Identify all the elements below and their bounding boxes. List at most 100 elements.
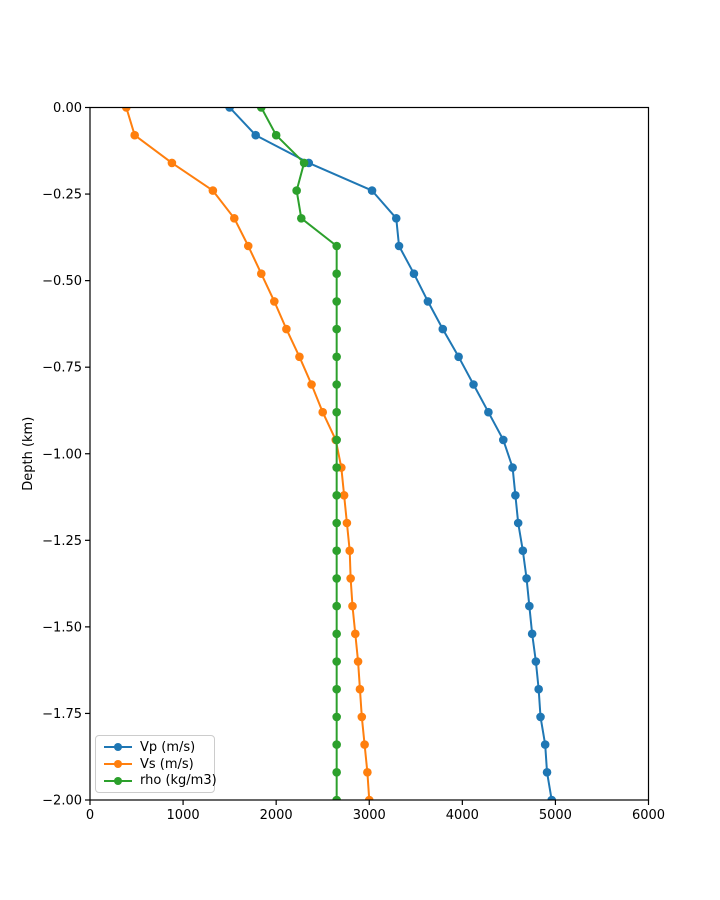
- series-marker: [332, 657, 341, 666]
- series-marker: [525, 601, 534, 611]
- series-marker: [332, 407, 341, 417]
- series-marker: [332, 768, 341, 777]
- series-marker: [225, 107, 234, 112]
- series-marker: [511, 491, 520, 500]
- series-marker: [332, 463, 341, 472]
- series-marker: [332, 574, 341, 583]
- series-marker: [534, 684, 543, 694]
- y-tick-label: −0.75: [42, 361, 82, 376]
- legend-item-vp: Vp (m/s): [104, 739, 208, 756]
- x-tick-label: 2000: [260, 808, 293, 823]
- series-marker: [346, 574, 355, 583]
- series-marker: [295, 352, 304, 362]
- y-axis-label: Depth (km): [21, 417, 36, 491]
- vp-line-marker-icon: [104, 743, 132, 752]
- series-marker: [296, 214, 306, 223]
- series-marker: [299, 158, 309, 168]
- series-marker: [498, 435, 508, 445]
- series-marker: [229, 214, 239, 223]
- y-tick-label: −1.50: [42, 620, 82, 635]
- series-marker: [345, 546, 355, 555]
- legend-item-vs: Vs (m/s): [104, 756, 208, 773]
- series-marker: [540, 740, 550, 749]
- series-marker: [409, 269, 419, 279]
- y-tick-label: −0.50: [42, 274, 82, 289]
- series-marker: [438, 324, 448, 334]
- series-marker: [342, 518, 352, 528]
- series-marker: [513, 518, 523, 528]
- series-marker: [360, 740, 369, 749]
- series-marker: [208, 186, 218, 195]
- series-marker: [167, 158, 177, 168]
- series-line: [125, 107, 371, 800]
- series-marker: [364, 795, 374, 800]
- series-marker: [256, 269, 266, 279]
- series-marker: [332, 740, 341, 749]
- series-marker: [363, 768, 372, 777]
- series-marker: [122, 107, 131, 112]
- vs-line-marker-icon: [104, 760, 132, 768]
- series-marker: [394, 241, 404, 251]
- series-marker: [332, 795, 341, 800]
- series-marker: [353, 657, 363, 666]
- series-marker: [508, 463, 517, 472]
- series-marker: [332, 435, 341, 445]
- series-marker: [332, 491, 341, 500]
- series-marker: [332, 324, 341, 334]
- series-marker: [251, 130, 260, 140]
- series-marker: [332, 380, 341, 389]
- legend: Vp (m/s) Vs (m/s) rho (kg/m3): [95, 735, 217, 793]
- axes-box: [89, 106, 650, 801]
- series-marker: [130, 130, 139, 140]
- series-marker: [332, 712, 341, 722]
- series-marker: [527, 629, 537, 639]
- series-marker: [484, 407, 493, 417]
- x-tick-label: 4000: [446, 808, 479, 823]
- series-marker: [454, 352, 463, 362]
- series-marker: [256, 107, 266, 112]
- series-marker: [271, 130, 281, 140]
- series-marker: [391, 214, 401, 223]
- series-marker: [332, 269, 341, 279]
- series-marker: [292, 186, 301, 195]
- series-marker: [270, 297, 279, 306]
- x-tick-label: 3000: [353, 808, 386, 823]
- series-marker: [518, 546, 528, 555]
- y-tick-label: −1.75: [42, 707, 82, 722]
- y-tick-label: −1.25: [42, 534, 82, 549]
- y-tick-label: 0.00: [53, 101, 82, 116]
- series-rho: [256, 107, 341, 800]
- y-tick-label: −0.25: [42, 188, 82, 203]
- rho-line-marker-icon: [104, 776, 132, 785]
- series-marker: [348, 601, 357, 611]
- x-tick-label: 0: [86, 808, 94, 823]
- legend-item-rho: rho (kg/m3): [104, 772, 217, 789]
- series-marker: [318, 407, 328, 417]
- legend-label-vs: Vs (m/s): [140, 756, 194, 772]
- series-vs: [122, 107, 374, 800]
- series-marker: [332, 518, 341, 528]
- legend-label-rho: rho (kg/m3): [140, 773, 217, 789]
- series-line: [260, 107, 338, 800]
- x-tick-label: 1000: [167, 808, 200, 823]
- series-marker: [332, 684, 341, 694]
- series-marker: [350, 629, 360, 639]
- series-line: [228, 107, 553, 800]
- series-marker: [332, 629, 341, 639]
- series-marker: [307, 380, 316, 389]
- series-marker: [542, 768, 552, 777]
- series-marker: [536, 712, 545, 722]
- y-tick-label: −2.00: [42, 794, 82, 809]
- series-marker: [243, 241, 253, 251]
- series-marker: [355, 684, 365, 694]
- series-vp: [225, 107, 556, 800]
- series-marker: [547, 795, 556, 800]
- series-marker: [339, 491, 349, 500]
- series-marker: [332, 601, 341, 611]
- series-marker: [332, 297, 341, 306]
- series-marker: [332, 241, 341, 251]
- y-tick-label: −1.00: [42, 447, 82, 462]
- series-marker: [357, 712, 367, 722]
